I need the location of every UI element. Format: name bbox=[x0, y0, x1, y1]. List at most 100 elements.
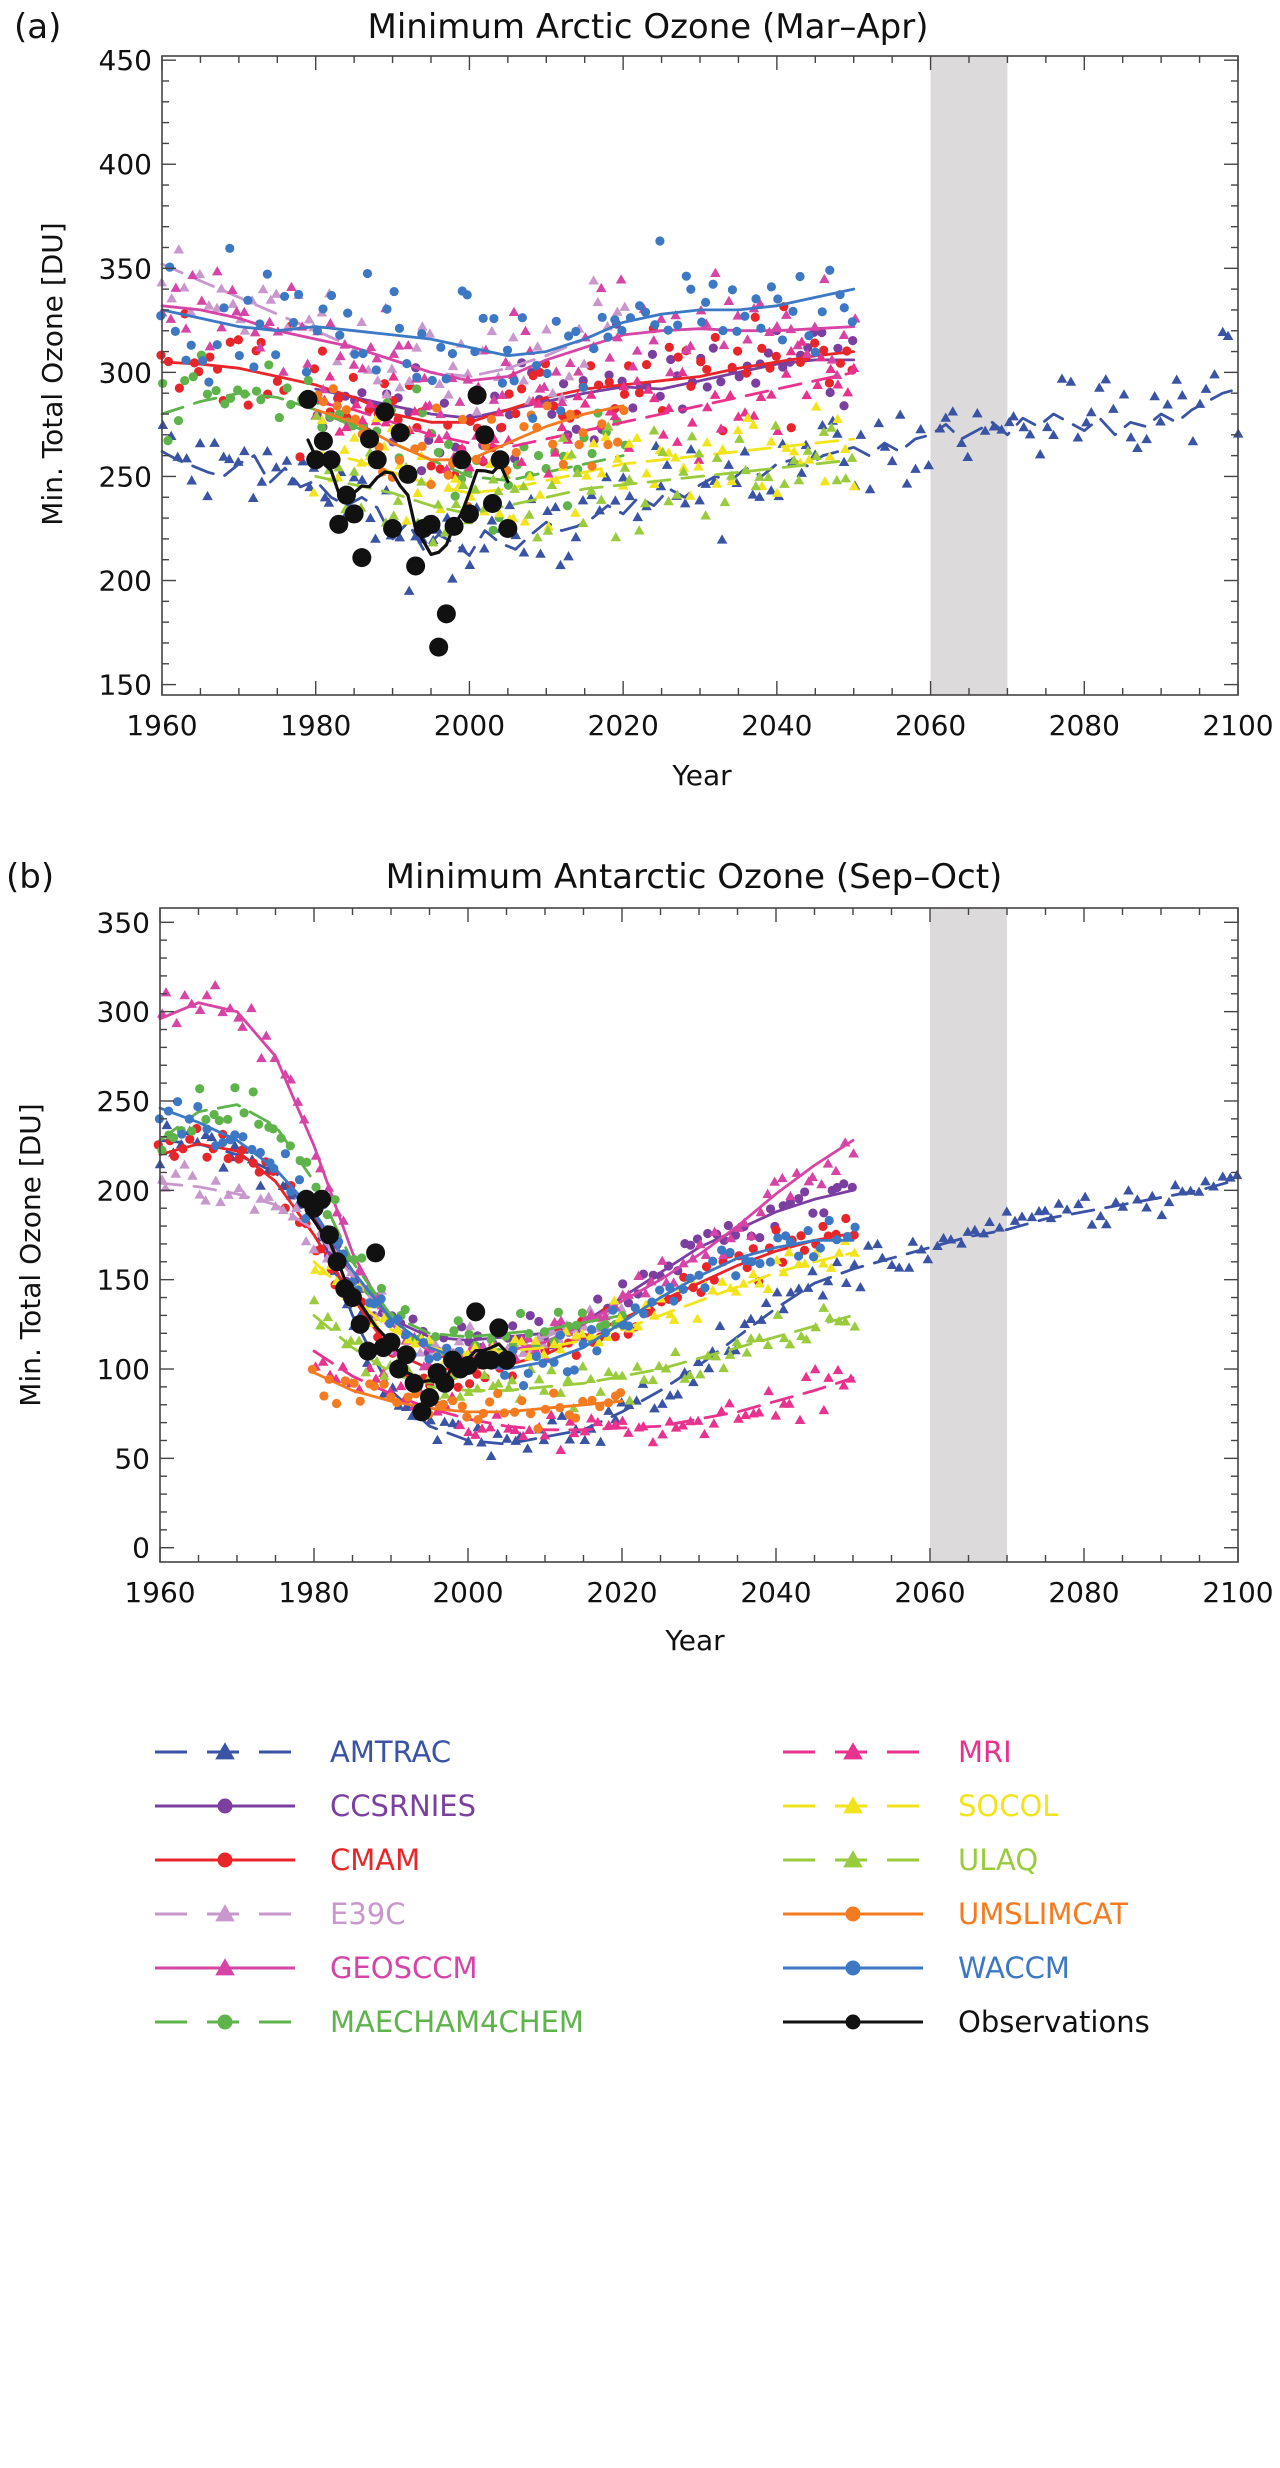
data-point bbox=[454, 1391, 466, 1401]
legend-marker bbox=[217, 2014, 233, 2030]
data-point bbox=[586, 361, 596, 371]
data-point bbox=[610, 1418, 621, 1429]
data-point bbox=[755, 1207, 767, 1217]
data-point bbox=[210, 1175, 222, 1185]
data-point bbox=[471, 406, 483, 416]
data-point bbox=[538, 1349, 550, 1359]
data-point bbox=[254, 342, 266, 352]
data-point bbox=[268, 1124, 278, 1134]
data-point bbox=[528, 413, 538, 423]
data-point bbox=[517, 1396, 527, 1406]
data-point bbox=[348, 472, 360, 482]
data-point bbox=[549, 1388, 559, 1398]
data-point bbox=[302, 1157, 312, 1167]
data-point bbox=[157, 1145, 167, 1155]
data-point bbox=[784, 1339, 796, 1349]
data-point bbox=[403, 585, 415, 595]
data-point bbox=[1018, 422, 1030, 432]
data-point bbox=[301, 367, 312, 377]
data-point bbox=[1171, 374, 1182, 384]
data-point bbox=[779, 478, 790, 488]
data-point bbox=[1095, 1210, 1106, 1221]
data-point bbox=[227, 298, 239, 308]
data-point bbox=[824, 378, 834, 388]
data-point bbox=[211, 266, 223, 276]
data-point bbox=[663, 402, 675, 413]
data-point bbox=[669, 1296, 679, 1306]
data-point bbox=[677, 366, 688, 377]
data-point bbox=[817, 1290, 829, 1300]
observation-point bbox=[475, 425, 495, 445]
data-point bbox=[801, 389, 812, 400]
data-point bbox=[578, 428, 588, 438]
data-point bbox=[657, 1398, 668, 1408]
data-point bbox=[300, 1236, 312, 1246]
data-point bbox=[501, 1433, 513, 1443]
data-point bbox=[443, 439, 454, 449]
data-point bbox=[503, 480, 514, 490]
data-point bbox=[817, 307, 827, 317]
data-point bbox=[703, 1363, 715, 1373]
legend-item-ccsrnies: CCSRNIES bbox=[155, 1789, 476, 1823]
y-tick-label: 200 bbox=[97, 1174, 150, 1207]
data-point bbox=[765, 485, 777, 495]
data-point bbox=[485, 1422, 496, 1432]
data-point bbox=[631, 1395, 642, 1405]
data-point bbox=[165, 262, 175, 272]
data-point bbox=[773, 294, 783, 304]
data-point bbox=[796, 336, 808, 346]
data-point bbox=[592, 1416, 604, 1427]
data-point bbox=[1117, 1201, 1129, 1211]
data-point bbox=[668, 1314, 680, 1324]
data-point bbox=[316, 414, 328, 424]
data-point bbox=[562, 501, 573, 511]
data-point bbox=[717, 443, 728, 454]
data-point bbox=[938, 1232, 949, 1243]
data-point bbox=[624, 1321, 634, 1331]
data-point bbox=[707, 1285, 719, 1295]
data-point bbox=[488, 525, 498, 535]
data-point bbox=[357, 363, 368, 373]
data-point bbox=[465, 1379, 475, 1389]
data-point bbox=[731, 1271, 741, 1281]
data-point bbox=[778, 1303, 789, 1314]
data-point bbox=[579, 1434, 591, 1444]
data-point bbox=[718, 326, 728, 336]
data-point bbox=[556, 406, 566, 416]
legend-marker bbox=[845, 2014, 861, 2030]
data-point bbox=[589, 344, 599, 354]
data-point bbox=[237, 1021, 248, 1031]
data-point bbox=[304, 481, 315, 492]
data-point bbox=[595, 1436, 606, 1446]
trend-line bbox=[312, 1371, 624, 1414]
data-point bbox=[825, 265, 835, 275]
data-point bbox=[264, 360, 274, 370]
observation-point bbox=[321, 450, 341, 470]
observation-point bbox=[452, 450, 472, 470]
data-point bbox=[568, 1402, 579, 1413]
data-point bbox=[684, 490, 696, 500]
data-point bbox=[541, 324, 552, 334]
data-point bbox=[1200, 383, 1212, 393]
observation-point bbox=[406, 556, 426, 576]
data-point bbox=[332, 355, 343, 366]
data-point bbox=[873, 417, 885, 428]
data-point bbox=[848, 1148, 859, 1158]
data-point bbox=[223, 1153, 233, 1164]
data-point bbox=[227, 284, 238, 294]
data-point bbox=[542, 525, 554, 535]
data-point bbox=[409, 406, 421, 416]
data-point bbox=[692, 1415, 704, 1425]
data-point bbox=[291, 1202, 302, 1212]
data-point bbox=[443, 389, 454, 399]
data-point bbox=[464, 559, 476, 569]
data-point bbox=[411, 342, 422, 352]
data-point bbox=[802, 445, 814, 455]
data-point bbox=[435, 408, 446, 419]
data-point bbox=[664, 1390, 676, 1400]
data-point bbox=[1155, 416, 1166, 426]
data-point bbox=[294, 1175, 305, 1185]
data-point bbox=[509, 376, 519, 386]
data-point bbox=[186, 340, 196, 350]
